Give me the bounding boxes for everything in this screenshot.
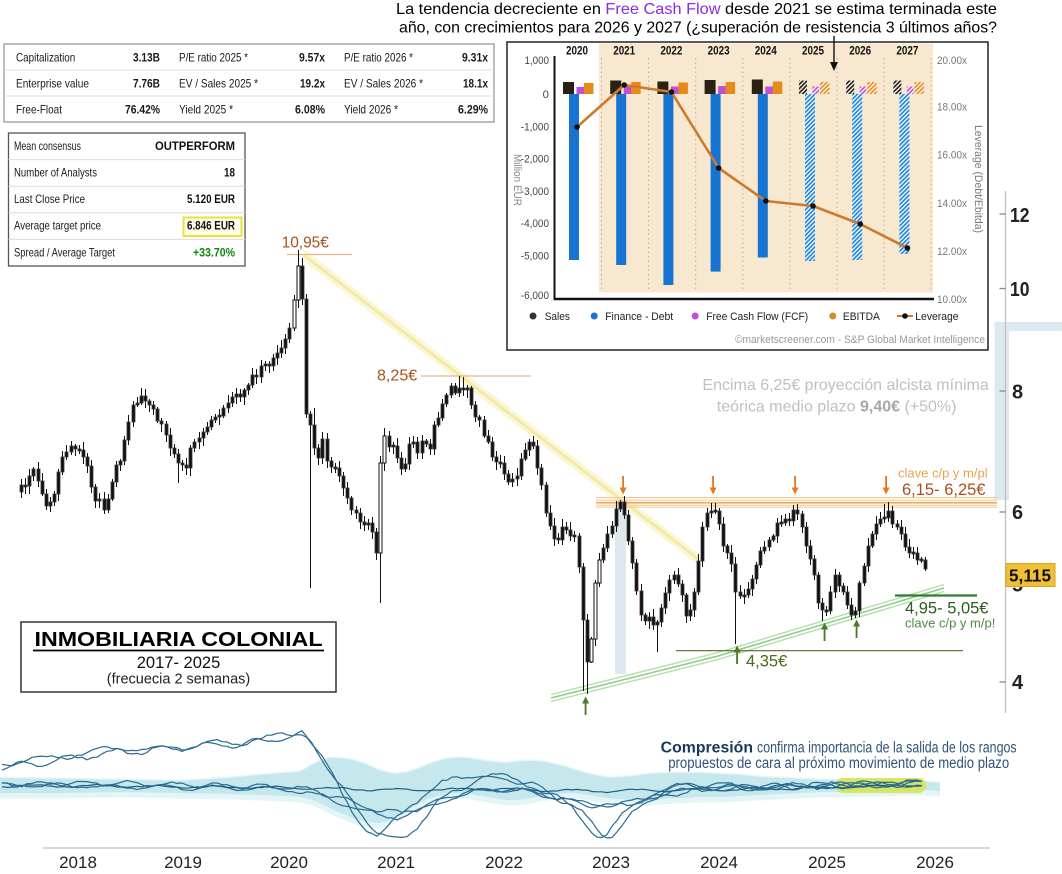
svg-text:-2,000: -2,000 (521, 154, 549, 166)
svg-text:2021: 2021 (377, 853, 415, 869)
svg-text:0: 0 (543, 89, 549, 101)
svg-text:2023: 2023 (708, 44, 730, 58)
svg-text:3.13B: 3.13B (133, 51, 160, 65)
svg-text:propuestos de cara al próximo: propuestos de cara al próximo movimiento… (668, 755, 1009, 772)
svg-text:Average target price: Average target price (14, 219, 101, 233)
svg-text:2027: 2027 (896, 44, 918, 58)
svg-text:(frecuecia 2 semanas): (frecuecia 2 semanas) (107, 672, 250, 688)
svg-text:-4,000: -4,000 (521, 218, 549, 230)
svg-text:12: 12 (1010, 205, 1030, 227)
svg-text:14.00x: 14.00x (937, 198, 967, 210)
svg-text:2017- 2025: 2017- 2025 (137, 654, 221, 672)
svg-text:Capitalization: Capitalization (16, 51, 75, 65)
svg-text:+33.70%: +33.70% (193, 245, 235, 259)
svg-text:2021: 2021 (613, 44, 635, 58)
svg-text:teórica medio plazo 9,40€ (+50: teórica medio plazo 9,40€ (+50%) (717, 399, 957, 416)
svg-text:18: 18 (224, 166, 235, 180)
svg-text:2019: 2019 (164, 853, 202, 869)
svg-text:6.08%: 6.08% (295, 103, 325, 117)
svg-text:Free-Float: Free-Float (16, 103, 63, 117)
svg-text:2025: 2025 (808, 853, 846, 869)
svg-text:1,000: 1,000 (525, 55, 550, 67)
svg-text:20.00x: 20.00x (937, 55, 967, 67)
svg-text:EBITDA: EBITDA (843, 311, 881, 323)
svg-text:2024: 2024 (755, 44, 777, 58)
svg-text:OUTPERFORM: OUTPERFORM (155, 139, 235, 153)
svg-text:6.846 EUR: 6.846 EUR (187, 219, 235, 233)
svg-text:Number of Analysts: Number of Analysts (14, 166, 97, 180)
svg-text:16.00x: 16.00x (937, 150, 967, 162)
svg-text:5.120 EUR: 5.120 EUR (187, 192, 235, 206)
svg-text:P/E ratio 2026 *: P/E ratio 2026 * (344, 51, 413, 65)
svg-text:P/E ratio 2025 *: P/E ratio 2025 * (179, 51, 248, 65)
svg-text:año, con crecimientos para 202: año, con crecimientos para 2026 y 2027 (… (399, 20, 997, 37)
svg-text:7.76B: 7.76B (133, 77, 160, 91)
svg-text:4,35€: 4,35€ (746, 653, 787, 671)
svg-text:12.00x: 12.00x (937, 246, 967, 258)
svg-text:4: 4 (1012, 672, 1024, 694)
svg-text:2020: 2020 (566, 44, 588, 58)
svg-text:6.29%: 6.29% (458, 103, 488, 117)
svg-text:9.31x: 9.31x (462, 51, 488, 65)
svg-text:clave c/p y m/p!: clave c/p y m/p! (905, 616, 995, 631)
svg-text:EV / Sales 2025 *: EV / Sales 2025 * (179, 77, 258, 91)
svg-text:2018: 2018 (59, 853, 97, 869)
svg-text:-1,000: -1,000 (521, 121, 549, 133)
svg-text:Yield 2026 *: Yield 2026 * (344, 103, 398, 117)
svg-text:2026: 2026 (849, 44, 871, 58)
svg-text:Enterprise value: Enterprise value (16, 77, 89, 91)
svg-text:76.42%: 76.42% (125, 103, 160, 117)
svg-text:EV / Sales 2026 *: EV / Sales 2026 * (344, 77, 423, 91)
svg-text:10,95€: 10,95€ (282, 235, 330, 252)
svg-text:Mean consensus: Mean consensus (14, 139, 81, 153)
svg-text:2020: 2020 (270, 853, 308, 869)
svg-text:9.57x: 9.57x (299, 51, 325, 65)
svg-text:La tendencia decreciente en Fr: La tendencia decreciente en Free Cash Fl… (396, 1, 997, 18)
svg-text:6,15- 6,25€: 6,15- 6,25€ (902, 481, 985, 499)
svg-text:2024: 2024 (700, 853, 738, 869)
svg-text:Spread / Average Target: Spread / Average Target (14, 245, 116, 259)
svg-text:Finance - Debt: Finance - Debt (605, 311, 673, 323)
svg-text:Sales: Sales (545, 311, 571, 323)
svg-text:clave c/p y m/pl: clave c/p y m/pl (898, 466, 988, 481)
svg-text:2023: 2023 (592, 853, 630, 869)
svg-text:Leverage: Leverage (915, 311, 958, 323)
svg-text:2026: 2026 (916, 853, 954, 869)
svg-text:2025: 2025 (802, 44, 824, 58)
svg-text:INMOBILIARIA COLONIAL: INMOBILIARIA COLONIAL (35, 629, 323, 651)
svg-text:18.00x: 18.00x (937, 101, 967, 113)
svg-text:Yield 2025 *: Yield 2025 * (179, 103, 233, 117)
svg-text:2022: 2022 (485, 853, 523, 869)
svg-text:5,115: 5,115 (1009, 566, 1051, 586)
svg-text:Encima 6,25€ proyección alcist: Encima 6,25€ proyección alcista mínima (702, 377, 988, 394)
svg-text:-6,000: -6,000 (521, 290, 549, 302)
svg-text:©marketscreener.com - S&P Glob: ©marketscreener.com - S&P Global Market … (735, 334, 985, 346)
svg-text:-3,000: -3,000 (521, 186, 549, 198)
svg-text:Million EUR: Million EUR (511, 154, 523, 206)
svg-text:Last Close Price: Last Close Price (14, 192, 85, 206)
svg-text:10.00x: 10.00x (937, 294, 967, 306)
svg-text:2022: 2022 (660, 44, 682, 58)
svg-text:19.2x: 19.2x (300, 77, 325, 91)
svg-text:6: 6 (1012, 502, 1023, 524)
svg-text:10: 10 (1010, 279, 1030, 301)
svg-text:8,25€: 8,25€ (377, 368, 418, 385)
svg-text:Leverage (Debt/Ebitda): Leverage (Debt/Ebitda) (972, 125, 984, 233)
svg-text:18.1x: 18.1x (463, 77, 488, 91)
svg-text:-5,000: -5,000 (521, 251, 549, 263)
svg-text:8: 8 (1012, 382, 1023, 404)
svg-text:Free Cash Flow (FCF): Free Cash Flow (FCF) (706, 311, 808, 323)
